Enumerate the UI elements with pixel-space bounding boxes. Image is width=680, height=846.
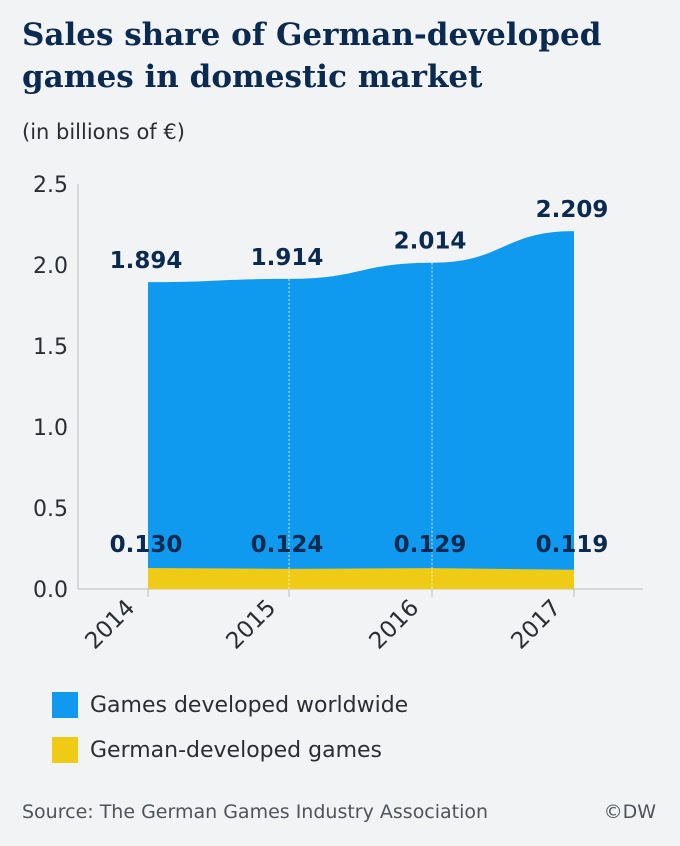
data-label-worldwide: 2.209 bbox=[536, 197, 609, 223]
y-tick-label: 2.0 bbox=[33, 254, 68, 279]
x-tick-label: 2016 bbox=[364, 595, 424, 655]
area-worldwide bbox=[148, 231, 574, 589]
x-tick-label: 2017 bbox=[506, 595, 566, 655]
data-label-german: 0.130 bbox=[110, 532, 183, 558]
legend-swatch-german bbox=[52, 737, 78, 763]
area-german bbox=[148, 567, 574, 589]
x-tick-label: 2014 bbox=[80, 595, 140, 655]
chart-title: Sales share of German-developed games in… bbox=[22, 17, 602, 95]
data-label-worldwide: 1.894 bbox=[110, 248, 183, 274]
credit-label: ©DW bbox=[603, 801, 656, 823]
data-label-german: 0.124 bbox=[251, 532, 324, 558]
legend-label-worldwide: Games developed worldwide bbox=[90, 692, 409, 718]
legend-item-german: German-developed games bbox=[52, 735, 382, 765]
legend-label-german: German-developed games bbox=[90, 737, 382, 763]
y-tick-label: 1.0 bbox=[33, 416, 68, 441]
chart-subtitle: (in billions of €) bbox=[22, 120, 185, 144]
legend-swatch-worldwide bbox=[52, 692, 78, 718]
y-tick-label: 1.5 bbox=[33, 335, 68, 360]
data-label-worldwide: 2.014 bbox=[394, 229, 467, 255]
area-chart: 0.0 0.5 1.0 1.5 2.0 2.5 1.894 1.914 2.014 2.209 0.… bbox=[33, 173, 643, 655]
source-note: Source: The German Games Industry Associ… bbox=[22, 801, 489, 823]
y-tick-label: 0.0 bbox=[33, 578, 68, 603]
data-label-german: 0.119 bbox=[536, 532, 609, 558]
x-tick-label: 2015 bbox=[221, 595, 281, 655]
legend-item-worldwide: Games developed worldwide bbox=[52, 690, 408, 720]
data-label-german: 0.129 bbox=[394, 532, 467, 558]
y-tick-label: 2.5 bbox=[33, 173, 68, 198]
data-label-worldwide: 1.914 bbox=[251, 245, 324, 271]
y-tick-label: 0.5 bbox=[33, 497, 68, 522]
